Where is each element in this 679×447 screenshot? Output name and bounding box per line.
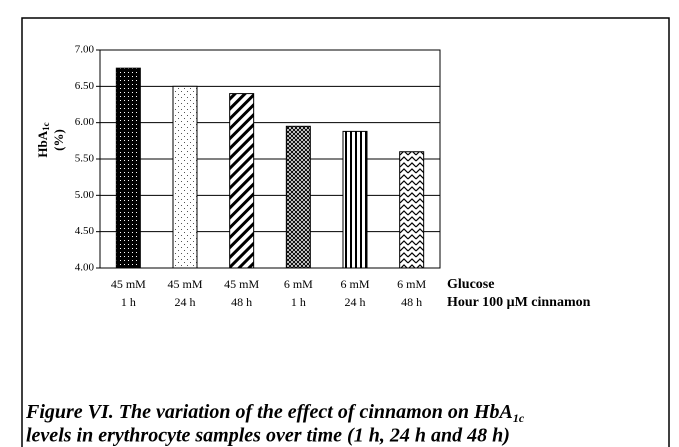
y-tick-label: 6.00 <box>75 116 95 128</box>
bar <box>229 93 255 269</box>
bar <box>342 130 368 269</box>
y-axis-label: HbA1c <box>35 122 51 157</box>
bar <box>172 85 198 269</box>
figure-frame <box>21 17 670 447</box>
y-tick-label: 5.50 <box>75 153 95 165</box>
y-tick-label: 4.00 <box>75 262 95 274</box>
x-tick-label: 6 mM <box>284 277 313 291</box>
x-tick-label: 48 h <box>231 295 252 309</box>
bar <box>399 151 425 269</box>
y-tick-label: 7.00 <box>75 44 95 56</box>
caption: levels in erythrocyte samples over time … <box>26 425 510 447</box>
x-tick-label: 45 mM <box>224 277 259 291</box>
x-tick-label: 1 h <box>291 295 306 309</box>
x-tick-label: 48 h <box>401 295 422 309</box>
x-tick-label: 24 h <box>345 295 366 309</box>
y-tick-label: 6.50 <box>75 80 95 92</box>
svg-text:HbA1c: HbA1c <box>35 122 51 157</box>
caption: Figure VI. The variation of the effect o… <box>25 401 525 425</box>
y-tick-label: 5.00 <box>75 189 95 201</box>
bar <box>115 67 141 269</box>
y-axis-unit: (%) <box>51 129 66 151</box>
x-tick-label: 45 mM <box>111 277 146 291</box>
y-tick-label: 4.50 <box>75 225 95 237</box>
x-tick-label: 24 h <box>175 295 196 309</box>
x-tick-label: 1 h <box>121 295 136 309</box>
svg-text:(%): (%) <box>51 129 66 151</box>
row-label: Glucose <box>447 277 494 292</box>
bar <box>285 125 311 269</box>
x-tick-label: 45 mM <box>167 277 202 291</box>
row-label: Hour 100 μM cinnamon <box>447 295 591 310</box>
x-tick-label: 6 mM <box>397 277 426 291</box>
x-tick-label: 6 mM <box>340 277 369 291</box>
